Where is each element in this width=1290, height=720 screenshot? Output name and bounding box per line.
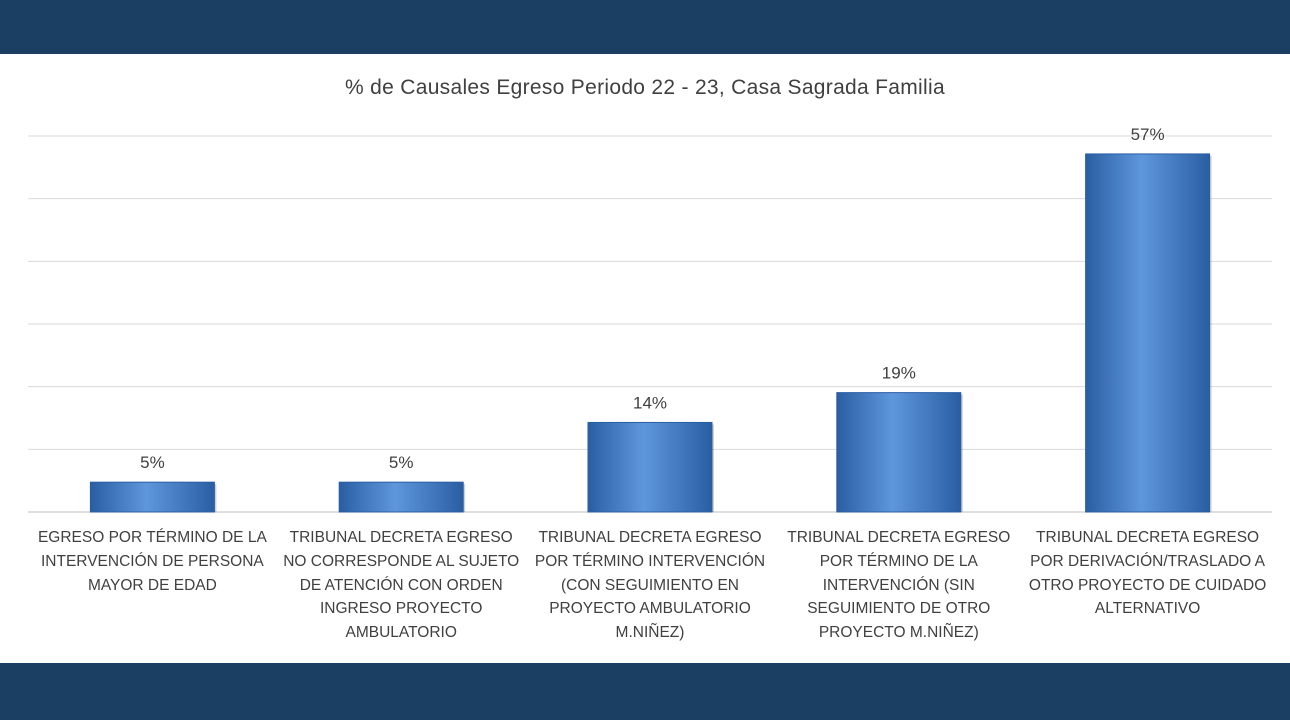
category-label: EGRESO POR TÉRMINO DE LA INTERVENCIÓN DE… [37,529,267,594]
bar [836,392,962,513]
bar [89,481,215,513]
category-label: TRIBUNAL DECRETA EGRESO POR TÉRMINO INTE… [534,529,766,642]
data-labels: 5% 5% 14% 19% 57% [140,125,1165,472]
bar-value-label: 5% [140,453,165,472]
bar-chart: 5% 5% 14% 19% 57% [28,125,1272,513]
bar-value-label: 57% [1131,125,1165,144]
bottom-banner [0,663,1290,720]
category-label: TRIBUNAL DECRETA EGRESO POR DERIVACIÓN/T… [1028,529,1267,618]
bar [338,481,464,513]
bar [587,421,713,513]
bar [1085,153,1211,513]
bars [89,153,1212,513]
bar-value-label: 19% [882,364,916,383]
bar-value-label: 5% [389,453,414,472]
category-label: TRIBUNAL DECRETA EGRESO NO CORRESPONDE A… [283,529,520,642]
bar-value-label: 14% [633,393,667,412]
chart-title: % de Causales Egreso Periodo 22 - 23, Ca… [345,76,945,99]
chart-container: % de Causales Egreso Periodo 22 - 23, Ca… [0,54,1290,663]
top-banner [0,0,1290,54]
category-label: TRIBUNAL DECRETA EGRESO POR TÉRMINO DE L… [787,529,1011,642]
